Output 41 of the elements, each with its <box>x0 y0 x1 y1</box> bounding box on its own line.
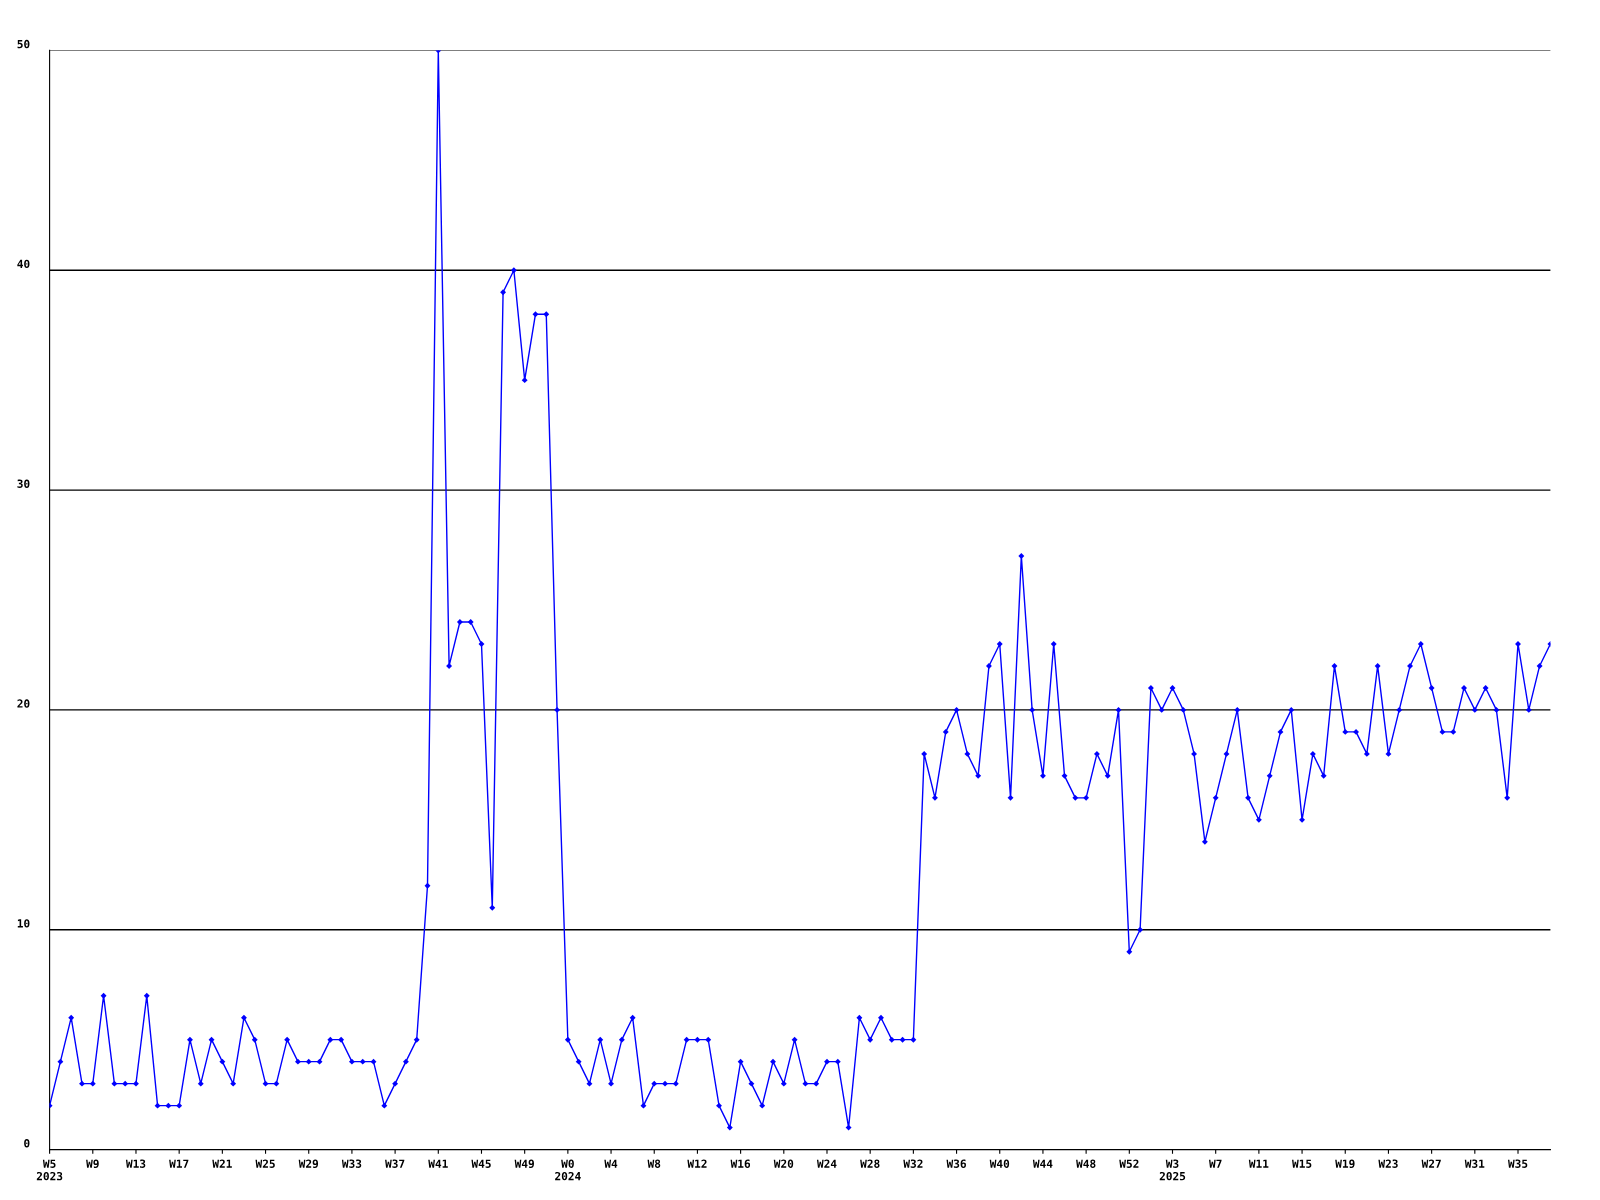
x-tick-label: W9 <box>86 1159 99 1168</box>
x-tick-label: W0 2024 <box>555 1159 581 1181</box>
x-tick-label: W28 <box>860 1159 880 1168</box>
x-tick-label: W44 <box>1032 1159 1053 1168</box>
x-tick-label: W49 <box>514 1159 534 1168</box>
x-tick-label: W11 <box>1248 1159 1269 1168</box>
x-tick-label: W48 <box>1076 1159 1096 1168</box>
x-tick-label: W35 <box>1507 1159 1528 1168</box>
y-tick-label: 10 <box>17 919 30 928</box>
x-tick-label: W4 <box>604 1159 618 1168</box>
x-tick-label: W52 <box>1119 1159 1139 1168</box>
x-tick-label: W19 <box>1335 1159 1355 1168</box>
x-tick-label: W25 <box>255 1159 275 1168</box>
x-tick-label: W8 <box>647 1159 661 1168</box>
y-tick-label: 50 <box>17 39 30 49</box>
x-tick-label: W23 <box>1378 1159 1398 1168</box>
x-tick-label: W41 <box>428 1159 448 1168</box>
x-tick-label: W20 <box>773 1159 794 1168</box>
x-tick-label: W13 <box>125 1159 146 1168</box>
x-tick-label: W37 <box>385 1159 405 1168</box>
x-tick-label: W15 <box>1292 1159 1312 1168</box>
y-tick-label: 40 <box>17 259 30 269</box>
x-tick-label: W16 <box>730 1159 751 1168</box>
x-tick-label: W7 <box>1209 1159 1222 1168</box>
x-tick-label: W17 <box>169 1159 189 1168</box>
x-tick-label: W12 <box>687 1159 707 1168</box>
x-tick-label: W33 <box>341 1159 362 1168</box>
y-tick-label: 30 <box>17 479 30 488</box>
x-tick-label: W24 <box>816 1159 837 1168</box>
x-tick-label: W31 <box>1464 1159 1485 1168</box>
x-tick-label: W36 <box>946 1159 966 1168</box>
y-tick-label: 0 <box>24 1139 30 1148</box>
x-tick-label: W32 <box>903 1159 923 1168</box>
x-tick-label: W29 <box>298 1159 319 1168</box>
x-tick-label: W45 <box>471 1159 491 1168</box>
x-tick-label: W27 <box>1421 1159 1441 1168</box>
x-tick-label: W21 <box>212 1159 232 1168</box>
x-tick-label: W40 <box>989 1159 1010 1168</box>
x-tick-label: W5 2023 <box>36 1159 63 1181</box>
y-tick-label: 20 <box>17 699 30 708</box>
x-tick-label: W3 2025 <box>1159 1159 1186 1181</box>
